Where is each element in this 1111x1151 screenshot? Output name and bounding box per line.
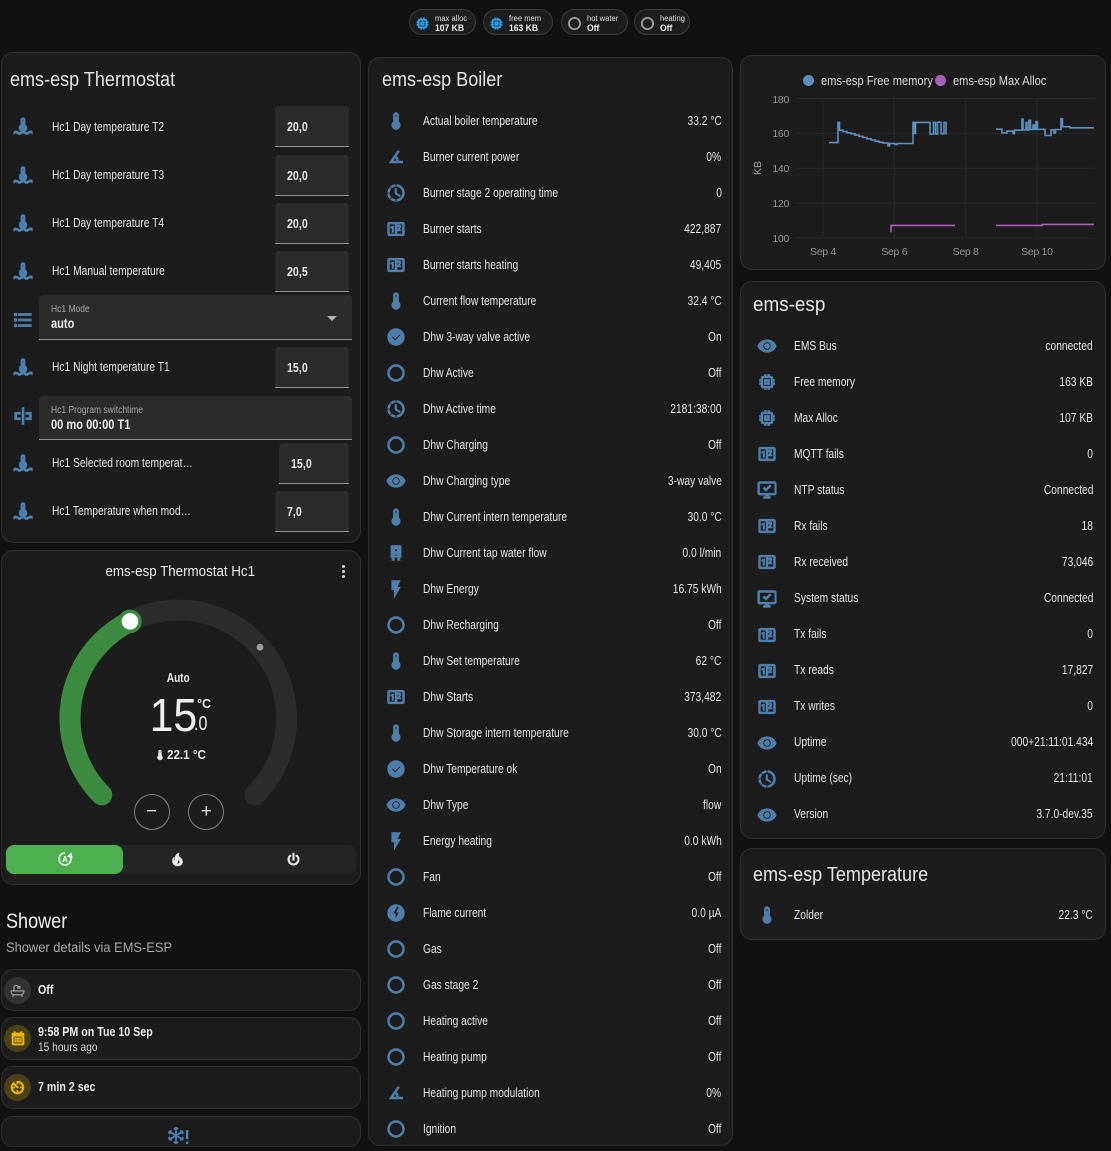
svg-text:160: 160 (772, 128, 789, 140)
svg-text:Sep 4: Sep 4 (810, 246, 836, 258)
svg-text:Sep 8: Sep 8 (953, 246, 979, 258)
svg-text:Sep 6: Sep 6 (881, 246, 907, 258)
svg-text:140: 140 (772, 163, 789, 175)
svg-text:120: 120 (772, 198, 789, 210)
svg-text:KB: KB (752, 161, 764, 175)
svg-text:Sep 10: Sep 10 (1021, 246, 1053, 258)
svg-text:180: 180 (772, 94, 789, 106)
svg-text:100: 100 (772, 233, 789, 245)
